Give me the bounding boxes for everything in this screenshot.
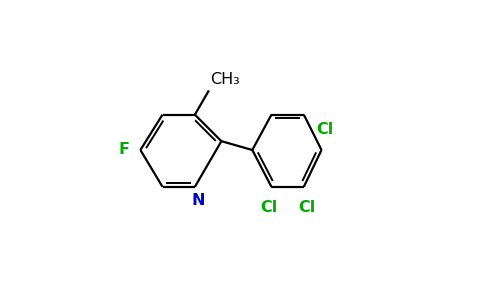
Text: Cl: Cl (298, 200, 316, 215)
Text: Cl: Cl (316, 122, 333, 137)
Text: Cl: Cl (260, 200, 277, 215)
Text: CH₃: CH₃ (211, 72, 240, 87)
Text: F: F (119, 142, 130, 158)
Text: N: N (191, 193, 205, 208)
